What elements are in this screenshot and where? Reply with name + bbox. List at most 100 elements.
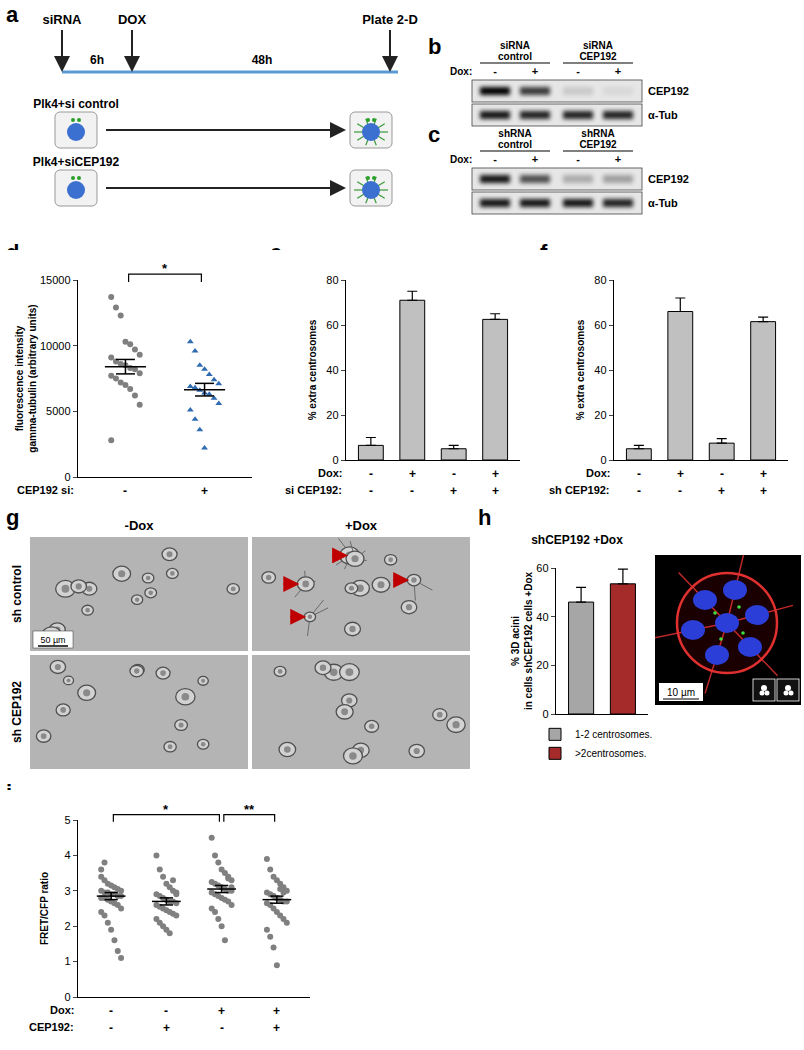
svg-text:15000: 15000: [40, 274, 71, 286]
svg-text:+: +: [163, 1021, 170, 1035]
svg-text:CEP192: CEP192: [579, 139, 617, 150]
svg-text:60: 60: [326, 319, 338, 331]
svg-text:sh CEP192:: sh CEP192:: [549, 484, 610, 496]
svg-text:-: -: [369, 467, 373, 481]
svg-text:Dox:: Dox:: [50, 1004, 74, 1016]
svg-text:-Dox: -Dox: [125, 518, 155, 533]
svg-text:+: +: [492, 467, 499, 481]
svg-text:-: -: [720, 467, 724, 481]
svg-text:5: 5: [64, 814, 70, 826]
svg-text:+: +: [718, 484, 725, 498]
svg-text:Dox:: Dox:: [450, 66, 472, 77]
svg-text:Dox:: Dox:: [450, 154, 472, 165]
svg-text:Dox:: Dox:: [318, 467, 342, 479]
svg-text:α-Tub: α-Tub: [648, 109, 678, 121]
svg-text:shRNA: shRNA: [581, 128, 614, 139]
svg-text:-: -: [164, 1004, 168, 1018]
svg-text:-: -: [678, 484, 682, 498]
svg-text:+: +: [677, 467, 684, 481]
svg-text:+: +: [409, 467, 416, 481]
svg-text:0: 0: [542, 708, 548, 720]
svg-text:*: *: [162, 261, 168, 276]
svg-text:CEP192: CEP192: [648, 173, 689, 185]
svg-text:CEP192: CEP192: [648, 85, 689, 97]
svg-text:10000: 10000: [40, 340, 71, 352]
svg-text:1: 1: [64, 955, 70, 967]
svg-text:0: 0: [600, 454, 606, 466]
svg-text:+: +: [218, 1004, 225, 1018]
svg-text:-: -: [576, 153, 580, 165]
svg-text:0: 0: [64, 991, 70, 1003]
svg-text:+Dox: +Dox: [345, 518, 378, 533]
svg-text:60: 60: [536, 562, 548, 574]
svg-text:-: -: [452, 467, 456, 481]
svg-text:DOX: DOX: [118, 12, 147, 27]
svg-text:*: *: [163, 802, 169, 817]
svg-text:+: +: [273, 1004, 280, 1018]
svg-text:Plate 2-D: Plate 2-D: [362, 12, 418, 27]
svg-text:-: -: [123, 484, 127, 498]
svg-text:CEP192: CEP192: [579, 51, 617, 62]
svg-text:+: +: [760, 484, 767, 498]
svg-text:-: -: [576, 65, 580, 77]
svg-text:+: +: [273, 1021, 280, 1035]
svg-text:2: 2: [64, 920, 70, 932]
svg-text:control: control: [498, 139, 532, 150]
svg-text:siRNA: siRNA: [42, 12, 82, 27]
svg-text:20: 20: [536, 659, 548, 671]
svg-text:-: -: [109, 1004, 113, 1018]
svg-text:20: 20: [326, 409, 338, 421]
svg-text:siRNA: siRNA: [583, 40, 613, 51]
svg-text:1-2 centrosomes.: 1-2 centrosomes.: [575, 729, 652, 740]
svg-text:**: **: [244, 802, 255, 817]
svg-text:-: -: [637, 484, 641, 498]
svg-text:Plk4+si control: Plk4+si control: [33, 97, 119, 111]
svg-text:control: control: [498, 51, 532, 62]
svg-text:% extra centrosomes: % extra centrosomes: [307, 319, 318, 420]
svg-text:-: -: [220, 1021, 224, 1035]
svg-text:CEP192:: CEP192:: [29, 1021, 74, 1033]
svg-text:>2centrosomes.: >2centrosomes.: [575, 748, 646, 759]
svg-text:50 µm: 50 µm: [40, 635, 65, 645]
svg-text:-: -: [369, 484, 373, 498]
svg-text:siRNA: siRNA: [500, 40, 530, 51]
svg-text:80: 80: [326, 274, 338, 286]
svg-text:+: +: [201, 484, 208, 498]
svg-text:Plk4+siCEP192: Plk4+siCEP192: [33, 155, 120, 169]
svg-text:6h: 6h: [90, 53, 104, 67]
svg-text:20: 20: [594, 409, 606, 421]
svg-text:sh CEP192: sh CEP192: [10, 681, 24, 743]
svg-text:% extra centrosomes: % extra centrosomes: [575, 319, 586, 420]
svg-text:3: 3: [64, 885, 70, 897]
svg-text:48h: 48h: [252, 53, 273, 67]
svg-text:CEP192 si:: CEP192 si:: [17, 484, 74, 496]
svg-text:10 µm: 10 µm: [667, 687, 695, 698]
svg-text:40: 40: [326, 364, 338, 376]
svg-text:si CEP192:: si CEP192:: [285, 484, 342, 496]
svg-text:+: +: [615, 153, 621, 165]
svg-text:Dox:: Dox:: [586, 467, 610, 479]
svg-text:-: -: [109, 1021, 113, 1035]
svg-text:+: +: [760, 467, 767, 481]
svg-text:shCEP192 +Dox: shCEP192 +Dox: [531, 533, 623, 547]
svg-text:+: +: [532, 65, 538, 77]
svg-text:0: 0: [332, 454, 338, 466]
svg-text:40: 40: [594, 364, 606, 376]
svg-text:-: -: [410, 484, 414, 498]
svg-text:sh control: sh control: [10, 565, 24, 623]
svg-text:+: +: [615, 65, 621, 77]
svg-text:shRNA: shRNA: [498, 128, 531, 139]
svg-text:α-Tub: α-Tub: [648, 197, 678, 209]
svg-text:-: -: [493, 153, 497, 165]
svg-text:+: +: [450, 484, 457, 498]
svg-text:FRET/CFP ratio: FRET/CFP ratio: [39, 872, 50, 945]
svg-text:+: +: [492, 484, 499, 498]
svg-text:5000: 5000: [46, 405, 70, 417]
svg-text:60: 60: [594, 319, 606, 331]
svg-text:-: -: [637, 467, 641, 481]
svg-text:80: 80: [594, 274, 606, 286]
svg-text:-: -: [493, 65, 497, 77]
svg-text:% 3D aciniin cells shCEP192 ce: % 3D aciniin cells shCEP192 cells +Dox: [510, 572, 534, 711]
svg-text:0: 0: [64, 471, 70, 483]
svg-text:fluorescence intensitygamma-tu: fluorescence intensitygamma-tubulin (arb…: [14, 304, 38, 452]
